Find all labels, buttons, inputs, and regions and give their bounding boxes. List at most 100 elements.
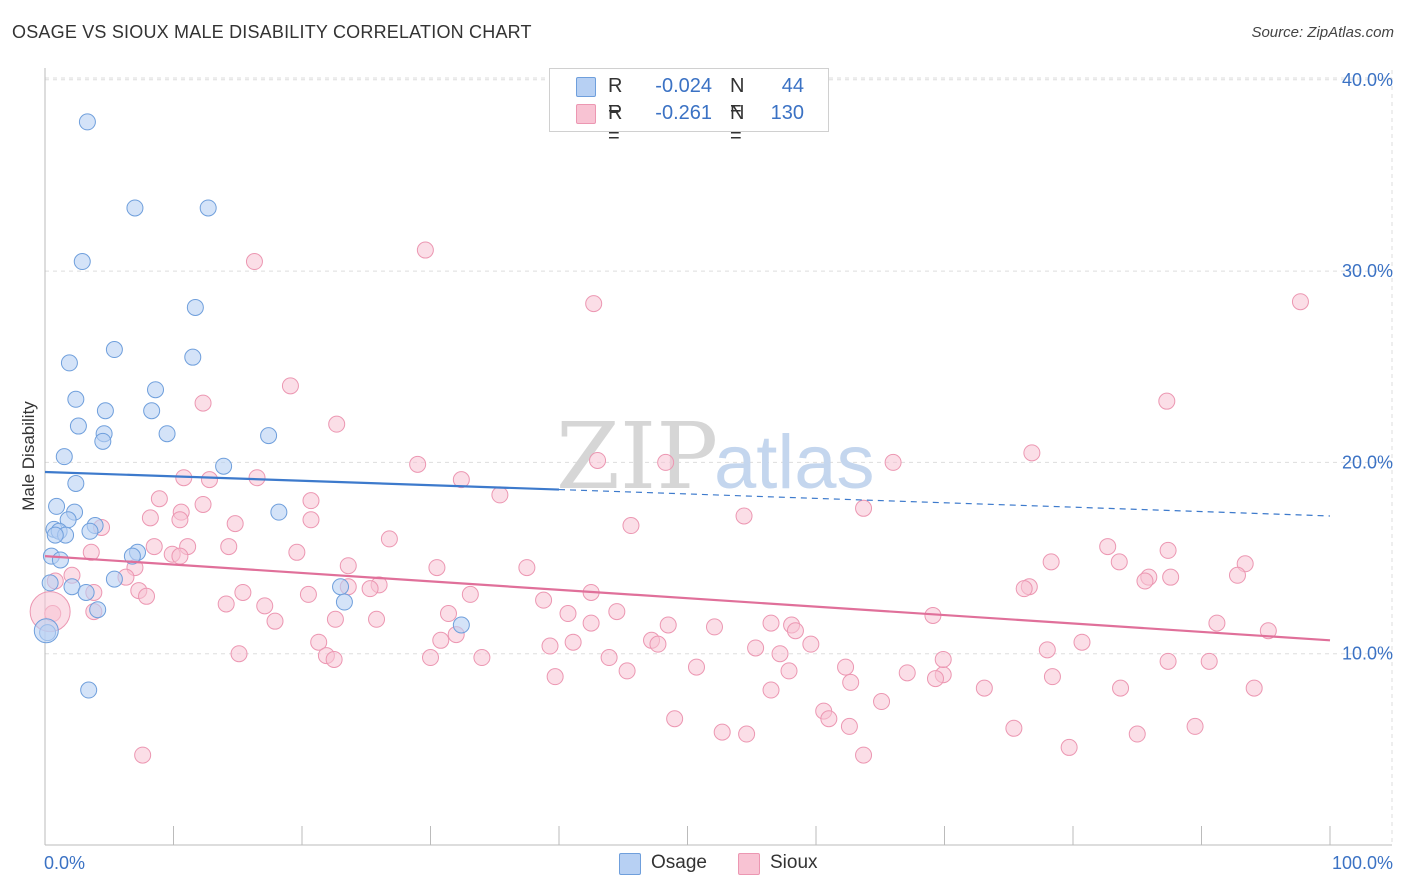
- sioux-point: [1112, 679, 1130, 697]
- sioux-point: [302, 511, 320, 529]
- sioux-point: [659, 616, 677, 634]
- sioux-point: [1159, 541, 1177, 559]
- sioux-point: [245, 253, 263, 271]
- sioux-point: [1099, 538, 1117, 556]
- sioux-point: [1245, 679, 1263, 697]
- sioux-point: [687, 658, 705, 676]
- y-axis-label: Male Disability: [19, 401, 38, 511]
- sioux-n-value: 130: [770, 102, 804, 124]
- osage-point: [199, 199, 217, 217]
- sioux-point: [657, 453, 675, 471]
- osage-point: [123, 547, 141, 565]
- sioux-point: [491, 486, 509, 504]
- sioux-point: [380, 530, 398, 548]
- chart-title: OSAGE VS SIOUX MALE DISABILITY CORRELATI…: [12, 22, 532, 42]
- sioux-point: [898, 664, 916, 682]
- sioux-point: [1208, 614, 1226, 632]
- osage-point: [63, 578, 81, 596]
- osage-point: [51, 551, 69, 569]
- sioux-point: [361, 580, 379, 598]
- sioux-point: [1073, 633, 1091, 651]
- sioux-point: [541, 637, 559, 655]
- sioux-point: [884, 453, 902, 471]
- sioux-point: [328, 415, 346, 433]
- sioux-point: [150, 490, 168, 508]
- trend-lines: [44, 470, 1331, 642]
- sioux-point: [1259, 622, 1277, 640]
- sioux-point: [171, 511, 189, 529]
- sioux-point: [786, 622, 804, 640]
- sioux-point: [194, 394, 212, 412]
- sioux-trend-line: [44, 555, 1331, 642]
- sioux-point: [582, 614, 600, 632]
- sioux-point: [310, 633, 328, 651]
- sioux-point: [1291, 293, 1309, 311]
- sioux-point: [325, 650, 343, 668]
- sioux-point: [518, 559, 536, 577]
- bottom-osage-swatch: [619, 853, 641, 875]
- sioux-point: [138, 587, 156, 605]
- sioux-point: [589, 451, 607, 469]
- sioux-point: [564, 633, 582, 651]
- osage-point: [89, 601, 107, 619]
- sioux-point: [339, 557, 357, 575]
- y-tick-labels: 10.0% 20.0% 30.0% 40.0%: [1342, 70, 1393, 664]
- sioux-point: [248, 469, 266, 487]
- sioux-r-value: -0.261: [655, 102, 712, 124]
- y-tick-label-0: 10.0%: [1342, 644, 1393, 664]
- osage-point: [94, 432, 112, 450]
- sioux-point: [141, 509, 159, 527]
- sioux-point: [855, 499, 873, 517]
- osage-point: [80, 681, 98, 699]
- sioux-point: [1015, 580, 1033, 598]
- sioux-point: [234, 583, 252, 601]
- osage-point: [335, 593, 353, 611]
- sioux-point: [934, 650, 952, 668]
- x-tick-labels: 0.0% 100.0%: [44, 853, 1393, 873]
- sioux-point: [1043, 668, 1061, 686]
- sioux-point: [666, 710, 684, 728]
- source-credit: Source: ZipAtlas.com: [1251, 24, 1394, 41]
- sioux-point: [226, 515, 244, 533]
- sioux-point: [326, 610, 344, 628]
- sioux-point: [256, 597, 274, 615]
- sioux-point: [302, 492, 320, 510]
- sioux-point: [713, 723, 731, 741]
- sioux-swatch: [576, 104, 596, 124]
- sioux-point: [1042, 553, 1060, 571]
- osage-n-label: N =: [730, 75, 745, 120]
- sioux-point: [1228, 566, 1246, 584]
- osage-point: [215, 457, 233, 475]
- sioux-point: [747, 639, 765, 657]
- sioux-point: [416, 241, 434, 259]
- osage-point: [105, 570, 123, 588]
- sioux-point: [266, 612, 284, 630]
- sioux-point: [82, 543, 100, 561]
- sioux-point: [220, 538, 238, 556]
- osage-point: [186, 298, 204, 316]
- sioux-point: [762, 614, 780, 632]
- sioux-point: [873, 693, 891, 711]
- x-tick-label-1: 100.0%: [1332, 853, 1393, 873]
- osage-r-value: -0.024: [655, 75, 712, 97]
- sioux-point: [432, 631, 450, 649]
- correlation-legend: R = -0.024 N = 44 R = -0.261 N = 130: [549, 68, 829, 147]
- osage-point: [48, 497, 66, 515]
- sioux-point: [535, 591, 553, 609]
- sioux-point: [855, 746, 873, 764]
- osage-point: [260, 427, 278, 445]
- sioux-point: [461, 585, 479, 603]
- x-tick-label-0: 0.0%: [44, 853, 85, 873]
- osage-point: [46, 526, 64, 544]
- osage-point: [67, 390, 85, 408]
- sioux-point: [585, 295, 603, 313]
- sioux-point: [771, 645, 789, 663]
- osage-point: [147, 381, 165, 399]
- sioux-point: [546, 668, 564, 686]
- sioux-point: [452, 471, 470, 489]
- sioux-point: [600, 649, 618, 667]
- osage-point: [67, 474, 85, 492]
- sioux-point: [230, 645, 248, 663]
- y-tick-label-1: 20.0%: [1342, 452, 1393, 472]
